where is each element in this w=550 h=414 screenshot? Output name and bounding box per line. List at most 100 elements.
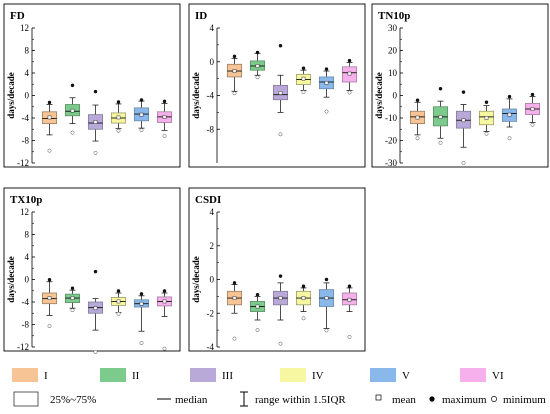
maximum-marker [255, 292, 260, 297]
mean-marker [70, 108, 75, 113]
panels: FD -12 -8 -4 0 4 8 12 days/decade ID -8 -4 0 4 days/de… [3, 3, 549, 355]
minimum-marker [461, 161, 466, 165]
maximum-marker [93, 269, 98, 274]
panel-frame [3, 187, 181, 352]
box-III [272, 44, 289, 137]
maximum-marker [301, 284, 306, 288]
mean-marker [278, 296, 283, 300]
legend-minimum-marker [491, 396, 497, 402]
maximum-marker [347, 284, 352, 288]
y-tick-label: -20 [385, 136, 397, 146]
y-tick-label: -4 [207, 342, 215, 352]
panel-frame [188, 187, 366, 352]
maximum-marker [93, 89, 98, 94]
box-II [249, 50, 266, 80]
panel-title: CSDI [195, 194, 221, 206]
y-tick-label: 2 [210, 241, 215, 251]
mean-marker [507, 112, 512, 117]
mean-marker [255, 64, 260, 68]
panel-tn10p: TN10p -30 -20 -10 0 10 20 30 days/decade [371, 3, 549, 168]
legend-item-II: II [100, 368, 140, 382]
mean-marker [301, 76, 306, 81]
mean-marker [347, 297, 352, 302]
panel-title: FD [10, 10, 25, 22]
legend-iqr: range within 1.5IQR [240, 391, 346, 407]
mean-marker [324, 296, 329, 300]
y-axis-label: days/decade [6, 256, 16, 303]
y-tick-label: -8 [22, 320, 30, 330]
minimum-marker [415, 136, 420, 141]
y-tick-label: 10 [388, 68, 398, 78]
mean-marker [415, 115, 420, 120]
box-II [64, 83, 81, 135]
maximum-marker [47, 278, 52, 282]
y-tick-label: 0 [25, 91, 30, 101]
legend-maximum: maximum [429, 394, 487, 406]
legend-item-I: I [12, 368, 48, 382]
legend-swatch [280, 368, 306, 382]
y-tick-label: 0 [210, 275, 215, 285]
mean-marker [47, 115, 52, 120]
maximum-marker [347, 58, 352, 63]
panel-title: ID [195, 10, 207, 22]
box-II [64, 286, 81, 313]
legend-minimum-label: minimum [503, 394, 546, 406]
legend-swatch [190, 368, 216, 382]
mean-marker [278, 91, 283, 95]
legend-item-IV: IV [280, 368, 324, 382]
legend: I II III IV V VI 25%~75% median range within … [12, 368, 546, 407]
y-tick-label: 12 [20, 23, 29, 33]
minimum-marker [507, 136, 512, 141]
legend-categories: I II III IV V VI [12, 368, 504, 382]
maximum-marker [47, 100, 52, 105]
y-tick-label: 8 [25, 230, 30, 240]
panel-title: TX10p [10, 194, 42, 206]
y-tick-label: -10 [385, 113, 397, 123]
box-V [318, 277, 335, 333]
mean-marker [162, 115, 167, 119]
box-VI [156, 99, 173, 138]
panel-fd: FD -12 -8 -4 0 4 8 12 days/decade [3, 3, 181, 168]
legend-label: II [132, 370, 140, 382]
panel-title: TN10p [378, 10, 410, 22]
box-III [455, 90, 472, 165]
maximum-marker [324, 67, 329, 71]
legend-item-III: III [190, 368, 233, 382]
box-I [41, 100, 58, 153]
y-axis-label: days/decade [374, 72, 384, 119]
minimum-marker [139, 341, 144, 346]
maximum-marker [438, 87, 443, 91]
mean-marker [70, 296, 75, 300]
minimum-marker [530, 122, 535, 127]
maximum-marker [116, 289, 121, 293]
box-VI [524, 92, 541, 127]
legend-maximum-marker [429, 396, 435, 402]
minimum-marker [301, 90, 306, 95]
mean-marker [93, 306, 98, 311]
minimum-marker [70, 308, 75, 313]
y-tick-label: -4 [22, 297, 30, 307]
minimum-marker [162, 134, 167, 138]
maximum-marker [232, 54, 237, 59]
y-tick-label: 12 [20, 207, 29, 217]
mean-marker [347, 71, 352, 76]
maximum-marker [162, 99, 167, 104]
legend-swatch [12, 368, 38, 382]
legend-mean: mean [375, 394, 416, 406]
y-axis-label: days/decade [191, 256, 201, 303]
minimum-marker [47, 324, 52, 329]
mean-marker [232, 296, 237, 300]
y-tick-label: -4 [207, 91, 215, 101]
maximum-marker [116, 100, 121, 104]
legend-item-V: V [370, 368, 410, 382]
maximum-marker [70, 286, 75, 290]
maximum-marker [461, 90, 466, 94]
minimum-marker [116, 311, 121, 316]
mean-marker [484, 116, 489, 120]
minimum-marker [324, 109, 329, 114]
maximum-marker [530, 92, 535, 97]
minimum-marker [232, 91, 237, 96]
box-I [226, 54, 243, 96]
minimum-marker [255, 75, 260, 80]
